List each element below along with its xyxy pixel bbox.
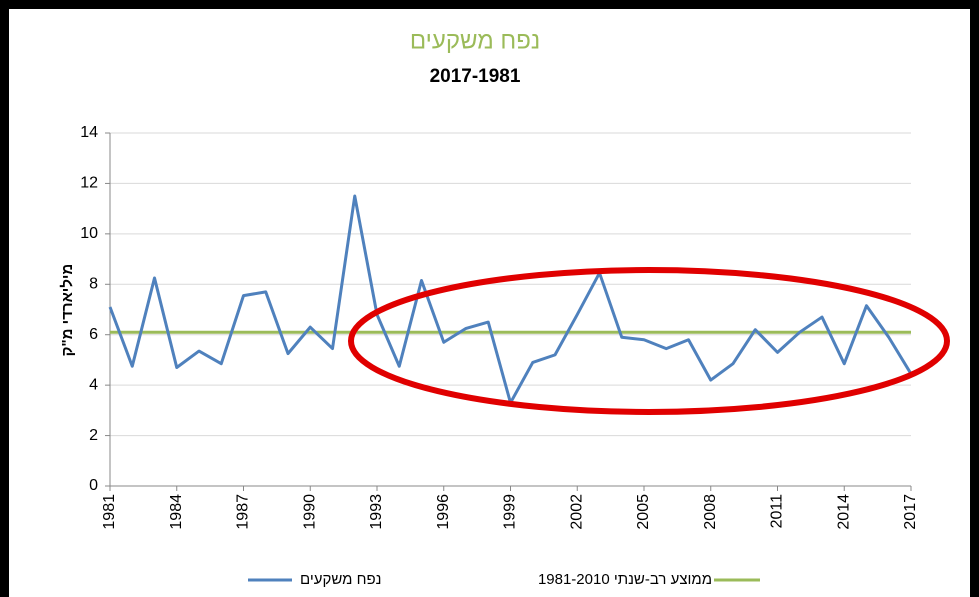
chart-title: נפח משקעים	[410, 27, 540, 54]
y-tick-label: 6	[89, 326, 98, 343]
x-tick-label: 1987	[235, 494, 252, 530]
y-axis-label: מיליארדי מ"ק	[59, 264, 76, 357]
x-tick-label: 1984	[168, 494, 185, 530]
y-tick-label: 8	[89, 276, 98, 293]
highlight-ellipse	[348, 267, 950, 415]
x-tick-label: 2008	[702, 494, 719, 530]
x-tick-label: 1999	[502, 494, 519, 530]
x-tick-label: 2014	[835, 494, 852, 530]
x-tick-label: 1981	[101, 494, 118, 530]
x-tick-label: 2005	[635, 494, 652, 530]
plot: 0 2 4 6 8 10 12 14 1981 1984 1987 1990 1993 1996 1999 2…	[80, 124, 919, 588]
y-tick-label: 10	[80, 225, 98, 242]
y-tick-label: 4	[89, 376, 98, 393]
x-tick-label: 1990	[301, 494, 318, 530]
data-line	[108, 194, 913, 405]
legend-label: ממוצע רב-שנתי 1981-2010	[538, 571, 712, 588]
x-tick-label: 1996	[435, 494, 452, 530]
y-tick-label: 2	[89, 427, 98, 444]
legend-label: נפח משקעים	[300, 571, 381, 588]
x-tick-label: 1993	[368, 494, 385, 530]
y-tick-label: 0	[89, 477, 98, 494]
x-tick-label: 2011	[769, 494, 786, 529]
x-tick-label: 2002	[568, 494, 585, 530]
chart-subtitle: 2017-1981	[430, 66, 521, 87]
x-tick-label: 2017	[902, 494, 919, 530]
y-tick-label: 14	[80, 124, 98, 141]
y-tick-label: 12	[80, 175, 98, 192]
